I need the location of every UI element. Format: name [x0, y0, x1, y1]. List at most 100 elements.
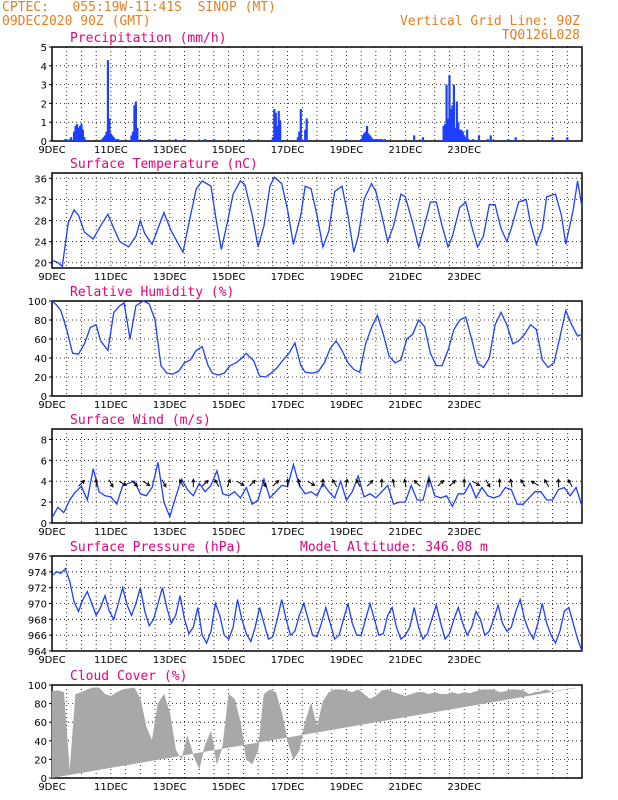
wind-arrow — [78, 479, 86, 487]
precip-bar — [458, 129, 461, 141]
wind-arrow — [449, 479, 457, 487]
y-tick-label: 974 — [28, 568, 47, 579]
y-tick-label: 3 — [41, 81, 47, 92]
y-tick-label: 1 — [41, 118, 47, 129]
precip-bar — [457, 122, 460, 141]
header-datetime: 09DEC2020 90Z (GMT) — [2, 14, 151, 29]
panel-2: 20 24 28 32 36 9DEC 11DEC 13DEC 15DEC 17DEC 19DEC 2… — [34, 157, 583, 283]
wind-arrow — [366, 479, 374, 487]
precip-bar — [118, 140, 121, 141]
y-tick-label: 968 — [28, 615, 47, 626]
x-tick-label: 11DEC — [94, 527, 128, 538]
precip-bar — [64, 139, 67, 141]
wind-arrow — [567, 478, 573, 488]
x-tick-label: 21DEC — [388, 145, 422, 156]
x-tick-label: 21DEC — [388, 782, 422, 793]
cloud-cover-area — [51, 687, 577, 778]
precip-bar — [377, 139, 380, 141]
precip-bar — [442, 125, 445, 141]
precip-bar — [248, 139, 251, 141]
precip-bar — [114, 139, 117, 141]
x-tick-label: 9DEC — [38, 782, 65, 793]
x-tick-label: 19DEC — [330, 655, 364, 666]
precip-bar — [153, 139, 157, 141]
y-tick-label: 5 — [41, 43, 47, 54]
precip-bar — [77, 127, 80, 141]
x-tick-label: 17DEC — [271, 655, 305, 666]
y-tick-label: 0 — [41, 774, 47, 785]
y-tick-label: 32 — [34, 195, 47, 206]
y-tick-label: 972 — [28, 584, 47, 595]
wind-arrow — [403, 478, 408, 488]
series-line — [51, 462, 583, 519]
precip-bar — [421, 137, 425, 141]
panel-title: Precipitation (mm/h) — [70, 31, 227, 46]
y-tick-label: 964 — [28, 647, 47, 658]
precip-bar — [83, 137, 86, 141]
y-tick-label: 4 — [41, 477, 47, 488]
x-tick-label: 23DEC — [447, 272, 481, 283]
wind-arrow — [344, 478, 349, 488]
wind-arrow — [332, 478, 338, 488]
y-tick-label: 80 — [34, 700, 47, 711]
precip-bar — [566, 137, 569, 141]
y-tick-label: 966 — [28, 631, 47, 642]
y-tick-label: 24 — [34, 238, 47, 249]
precip-bar — [299, 109, 302, 141]
precip-bar — [111, 135, 114, 141]
x-tick-label: 21DEC — [388, 527, 422, 538]
precip-bar — [443, 124, 447, 141]
wind-arrow — [226, 478, 232, 488]
precip-bar — [276, 125, 279, 141]
y-tick-label: 36 — [34, 174, 47, 185]
precip-bar — [277, 110, 280, 141]
y-tick-label: 0 — [41, 137, 47, 148]
y-tick-label: 0 — [41, 392, 47, 403]
precip-bar — [80, 124, 83, 141]
wind-arrow — [530, 480, 539, 486]
x-tick-label: 17DEC — [271, 782, 305, 793]
y-tick-label: 8 — [41, 435, 47, 446]
x-tick-label: 19DEC — [330, 272, 364, 283]
precip-bar — [304, 129, 307, 141]
precip-bar — [489, 135, 492, 141]
precip-bar — [413, 135, 416, 141]
precip-bar — [273, 109, 276, 141]
y-tick-label: 100 — [28, 297, 47, 308]
precip-bar — [551, 137, 554, 141]
panel-3: 0 20 40 60 80 100 9DEC 11DEC 13DEC 15DEC 17DEC 19DE… — [28, 285, 583, 411]
precip-bar — [131, 131, 135, 141]
precip-bar — [204, 139, 207, 141]
model-altitude-label: Model Altitude: 346.08 m — [300, 540, 488, 555]
precip-bar — [115, 139, 118, 141]
y-tick-label: 60 — [34, 335, 47, 346]
precip-bar — [463, 135, 466, 141]
precip-bar — [70, 137, 73, 141]
x-tick-label: 9DEC — [38, 527, 65, 538]
precip-bar — [514, 137, 517, 141]
wind-arrow — [131, 480, 139, 487]
panel-title: Surface Temperature (nC) — [70, 157, 258, 172]
wind-arrow — [297, 478, 302, 488]
precip-bar — [108, 118, 111, 141]
precip-bar — [467, 139, 470, 141]
precip-bar — [279, 120, 282, 141]
x-tick-label: 13DEC — [153, 782, 187, 793]
wind-arrow — [214, 478, 220, 488]
precip-bar — [274, 112, 277, 141]
y-tick-label: 20 — [34, 373, 47, 384]
wind-arrow — [108, 479, 114, 488]
x-tick-label: 11DEC — [94, 655, 128, 666]
wind-arrow — [462, 478, 467, 488]
series-line — [51, 300, 583, 378]
wind-arrow — [485, 479, 491, 488]
header-model-id: TQ0126L028 — [501, 28, 580, 43]
x-tick-label: 23DEC — [447, 145, 481, 156]
precip-bar — [100, 139, 104, 141]
x-tick-label: 11DEC — [94, 782, 128, 793]
x-tick-label: 19DEC — [330, 145, 364, 156]
x-tick-label: 15DEC — [212, 782, 246, 793]
precip-bar — [471, 139, 475, 141]
x-tick-label: 15DEC — [212, 655, 246, 666]
